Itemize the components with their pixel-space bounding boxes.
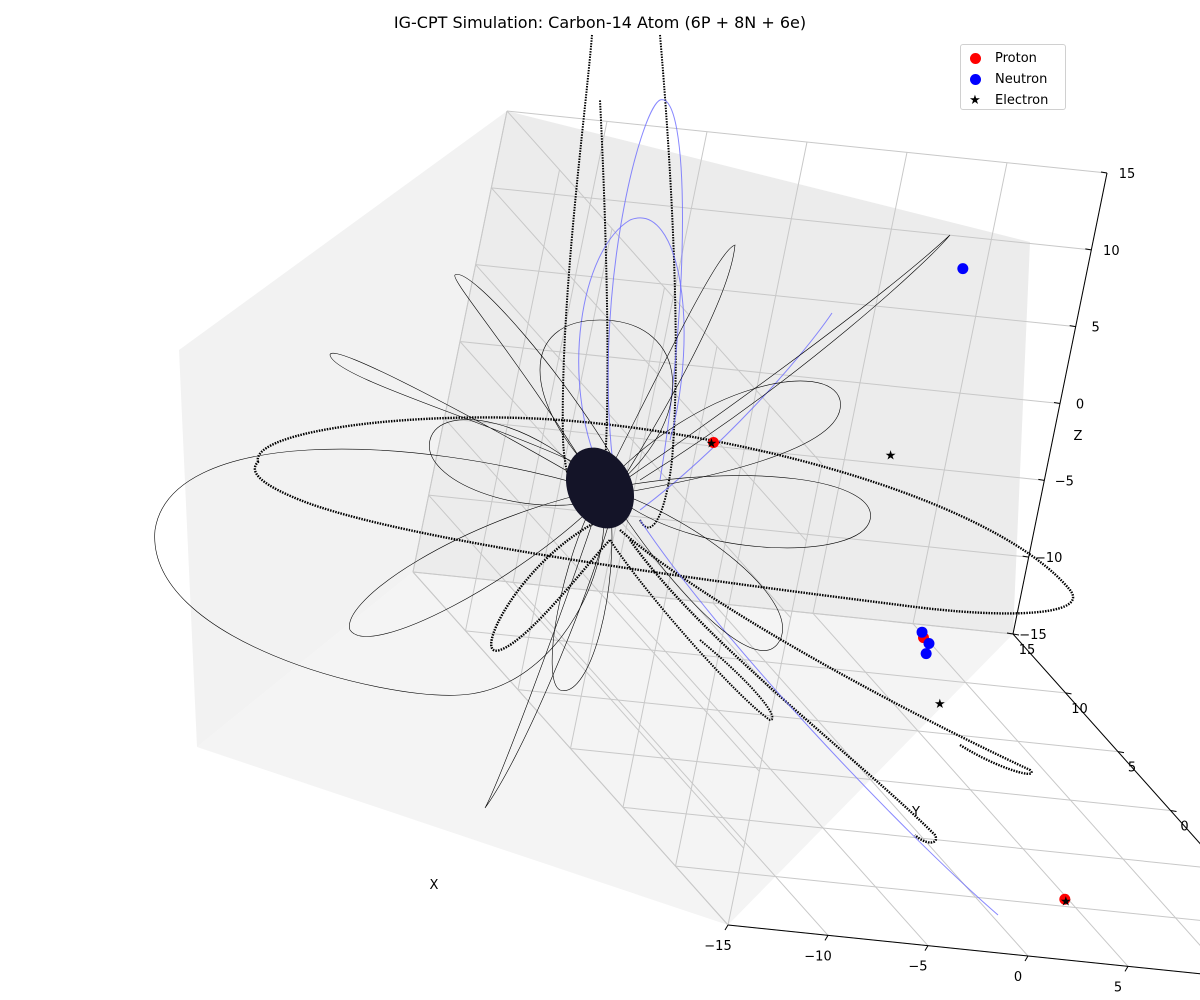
z-tick-label: 10 — [1103, 244, 1120, 259]
z-tick-mark — [1053, 402, 1061, 404]
x-tick-label: 0 — [1014, 970, 1022, 985]
proton-point — [708, 436, 719, 448]
electron-trail-loop-e — [349, 489, 601, 637]
trajectory-lines — [154, 34, 1075, 916]
proton-trail-down-right — [629, 539, 938, 844]
chart-title: IG-CPT Simulation: Carbon-14 Atom (6P + … — [394, 13, 806, 32]
z-tick-label: −10 — [1035, 551, 1062, 566]
neutron-trail-tall — [607, 99, 683, 481]
left-pane — [179, 111, 507, 747]
x-tick-mark — [724, 924, 729, 931]
floor-grid-y — [412, 571, 1014, 635]
y-tick-mark — [1012, 633, 1020, 636]
legend-item-electron: ★ Electron — [967, 90, 1059, 111]
back-grid-z — [491, 187, 1092, 251]
y-tick-label: 10 — [1071, 702, 1088, 717]
proton-point — [1059, 893, 1071, 905]
legend-label-neutron: Neutron — [995, 72, 1048, 87]
axis-lines — [724, 171, 1200, 975]
electron-trail-big-ellipse — [154, 448, 605, 696]
floor-pane — [197, 572, 1013, 925]
z-tick-mark — [1085, 248, 1092, 251]
neutron-marker-icon — [967, 72, 983, 88]
y-tick-label: 15 — [1019, 643, 1036, 658]
x-tick-mark — [1024, 955, 1029, 962]
back-pane — [413, 111, 1030, 634]
z-tick-mark — [1006, 632, 1014, 635]
legend: Proton Neutron ★ Electron — [960, 44, 1066, 110]
proton-trail-vertical-right — [639, 34, 677, 529]
z-tick-label: −15 — [1019, 628, 1046, 643]
neutron-point — [916, 626, 928, 638]
floor-grid-y — [727, 924, 1200, 975]
y-tick-label: 5 — [1128, 761, 1136, 776]
y-tick-mark — [1065, 692, 1072, 695]
proton-trail-lower-right — [619, 529, 1033, 776]
z-tick-mark — [1069, 325, 1076, 328]
y-tick-label: 0 — [1180, 820, 1188, 835]
neutron-trail-up — [578, 217, 685, 471]
legend-item-proton: Proton — [967, 48, 1059, 69]
tick-labels: −15−15−15−10−10−10−5−5−50005551010101515… — [704, 167, 1188, 995]
electron-cluster — [565, 447, 635, 529]
electron-point: ★ — [934, 697, 946, 712]
x-tick-label: −5 — [908, 960, 927, 975]
z-tick-label: 15 — [1119, 167, 1136, 182]
x-tick-mark — [824, 935, 829, 941]
electron-trail-diag — [609, 234, 951, 491]
z-tick-label: 5 — [1092, 321, 1100, 336]
proton-trail-lower-mid — [609, 539, 774, 722]
z-tick-mark — [1038, 478, 1045, 481]
x-tick-label: −10 — [804, 949, 831, 964]
electron-trail-loop-f — [539, 319, 673, 491]
proton-trail-lower-loop — [490, 518, 611, 652]
legend-item-neutron: Neutron — [967, 69, 1059, 90]
x-tick-mark — [924, 945, 929, 951]
electron-trail-loop-c — [599, 244, 736, 501]
electron-trail-down-left — [484, 499, 611, 809]
z-axis-label: Z — [1074, 429, 1083, 444]
electron-trail-loop-a — [329, 353, 611, 491]
z-tick-label: 0 — [1076, 398, 1084, 413]
y-axis-label: Y — [911, 805, 920, 820]
particle-markers: ★ ★ ★ ★ — [706, 263, 1072, 909]
left-grid-z — [490, 187, 807, 542]
electron-point: ★ — [1060, 894, 1072, 909]
electron-trail-loop-i — [551, 489, 613, 691]
left-grid-y — [412, 110, 508, 573]
electron-point: ★ — [706, 436, 718, 451]
y-tick-mark — [1170, 810, 1177, 812]
left-grid-z — [506, 110, 823, 465]
star-marker-icon: ★ — [969, 93, 981, 108]
x-tick-label: −15 — [704, 939, 731, 954]
electron-trail-loop-g — [429, 419, 601, 506]
neutron-point — [920, 648, 932, 660]
neutron-point — [923, 637, 935, 649]
electron-trail-loop-d — [599, 475, 871, 549]
x-axis-line — [727, 924, 1200, 975]
axis-labels: X Y Z — [430, 429, 1083, 893]
x-tick-label: 5 — [1114, 980, 1122, 995]
z-tick-mark — [1100, 171, 1108, 174]
neutron-trail-down — [639, 519, 999, 916]
y-tick-mark — [1117, 751, 1125, 754]
back-grid-z — [506, 110, 1108, 174]
axis-panes — [179, 111, 1030, 925]
electron-trail-loop-b — [454, 274, 621, 491]
z-tick-label: −5 — [1055, 474, 1074, 489]
x-tick-mark — [1124, 966, 1129, 972]
proton-marker-icon — [967, 51, 983, 67]
neutron-point — [957, 263, 969, 275]
electron-trail-loop-h — [609, 489, 783, 651]
neutron-trail-right — [639, 312, 833, 511]
floor-grid-y — [465, 630, 1066, 694]
proton-trail-orbit — [253, 416, 1075, 615]
x-axis-label: X — [430, 878, 439, 893]
electron-point: ★ — [885, 448, 897, 463]
legend-label-proton: Proton — [995, 51, 1037, 66]
electron-trail-loop-j — [599, 380, 841, 496]
legend-label-electron: Electron — [995, 93, 1049, 108]
z-tick-mark — [1022, 555, 1029, 558]
